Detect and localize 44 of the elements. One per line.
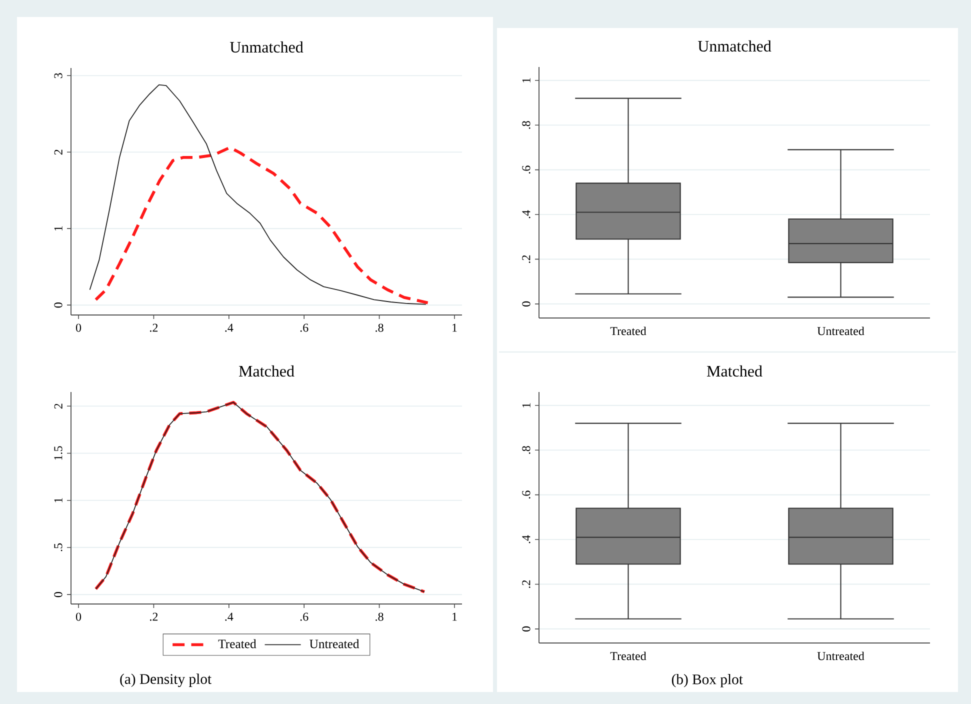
y-tick-label: .6 bbox=[522, 166, 530, 174]
x-tick-label: .4 bbox=[225, 324, 234, 332]
x-tick-label: .8 bbox=[376, 612, 384, 621]
x-tick-label: Treated bbox=[610, 326, 646, 336]
y-tick-label: 1 bbox=[522, 403, 530, 408]
y-tick-label: 0 bbox=[522, 626, 530, 632]
line-series bbox=[89, 84, 426, 305]
x-tick-label: Untreated bbox=[817, 326, 864, 336]
x-tick-label: 0 bbox=[76, 324, 82, 332]
x-tick-label: .6 bbox=[300, 324, 308, 332]
chart-title: Matched bbox=[238, 365, 294, 377]
y-tick-label: .8 bbox=[522, 121, 530, 129]
y-tick-label: 1 bbox=[522, 78, 530, 82]
y-tick-label: .2 bbox=[522, 255, 530, 263]
y-tick-label: 0 bbox=[54, 302, 62, 308]
x-tick-label: .8 bbox=[376, 324, 384, 332]
y-tick-label: 2 bbox=[54, 404, 62, 409]
legend-label: Treated bbox=[218, 639, 256, 648]
y-tick-label: 3 bbox=[54, 73, 62, 78]
text: (b) Box plot bbox=[672, 674, 743, 688]
x-tick-label: .2 bbox=[150, 612, 158, 621]
y-tick-label: .6 bbox=[522, 490, 530, 499]
chart-title: Matched bbox=[706, 365, 762, 377]
y-tick-label: .4 bbox=[522, 210, 530, 218]
y-tick-label: 0 bbox=[54, 592, 62, 598]
x-tick-label: 0 bbox=[76, 612, 82, 621]
y-tick-label: 2 bbox=[54, 150, 62, 155]
y-tick-label: .4 bbox=[522, 535, 530, 544]
x-tick-label: .2 bbox=[150, 324, 158, 332]
x-tick-label: .4 bbox=[225, 612, 234, 621]
y-tick-label: .5 bbox=[54, 543, 62, 552]
y-tick-label: 1.5 bbox=[54, 446, 62, 460]
y-tick-label: .8 bbox=[522, 446, 530, 454]
chart-title: Unmatched bbox=[230, 41, 304, 53]
y-tick-label: .2 bbox=[522, 580, 530, 588]
y-tick-label: 1 bbox=[54, 498, 62, 502]
y-tick-label: 1 bbox=[54, 226, 62, 231]
legend-label: Untreated bbox=[310, 639, 360, 648]
x-tick-label: .6 bbox=[300, 612, 308, 621]
chart-title: Unmatched bbox=[698, 40, 772, 52]
x-tick-label: 1 bbox=[452, 324, 457, 332]
x-tick-label: 1 bbox=[452, 612, 457, 621]
text: (a) Density plot bbox=[120, 674, 212, 687]
y-tick-label: 0 bbox=[522, 301, 530, 306]
